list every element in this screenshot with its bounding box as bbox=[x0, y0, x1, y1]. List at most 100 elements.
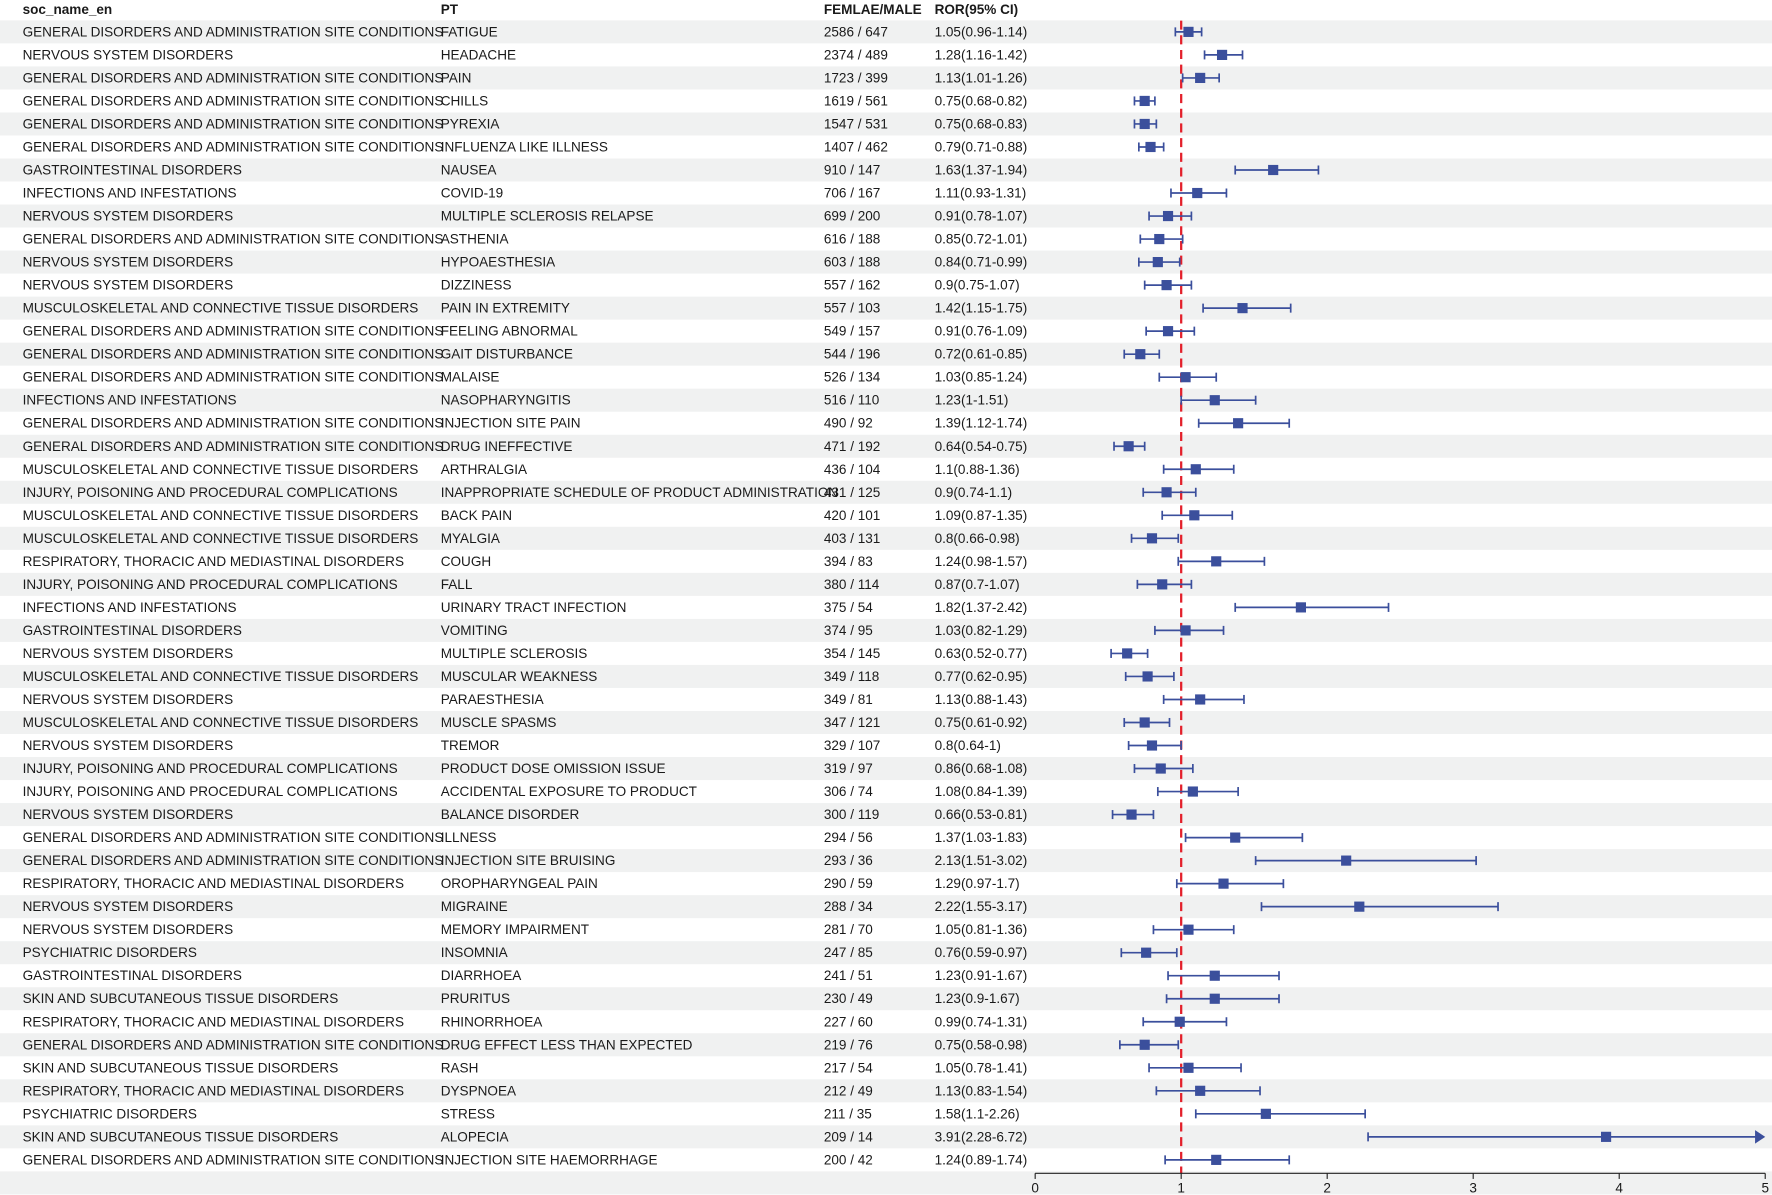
counts-cell: 1619 / 561 bbox=[824, 93, 888, 108]
counts-cell: 471 / 192 bbox=[824, 439, 881, 454]
ror-cell: 1.42(1.15-1.75) bbox=[935, 301, 1028, 316]
table-row: INJURY, POISONING AND PROCEDURAL COMPLIC… bbox=[23, 784, 1028, 799]
forest-mark bbox=[1170, 187, 1228, 199]
pt-cell: MEMORY IMPAIRMENT bbox=[441, 922, 589, 937]
ror-point bbox=[1211, 556, 1222, 567]
ror-point bbox=[1268, 164, 1279, 176]
forest-mark bbox=[1124, 671, 1175, 682]
ror-point bbox=[1174, 1016, 1185, 1027]
forest-mark bbox=[1130, 533, 1180, 544]
soc-cell: MUSCULOSKELETAL AND CONNECTIVE TISSUE DI… bbox=[23, 715, 419, 730]
table-row: GENERAL DISORDERS AND ADMINISTRATION SIT… bbox=[23, 324, 1028, 339]
forest-mark bbox=[1167, 970, 1280, 981]
ror-cell: 0.8(0.64-1) bbox=[935, 738, 1001, 753]
table-row: RESPIRATORY, THORACIC AND MEDIASTINAL DI… bbox=[23, 876, 1020, 891]
counts-cell: 431 / 125 bbox=[824, 485, 881, 500]
table-row: GASTROINTESTINAL DISORDERS NAUSEA 910 / 14… bbox=[23, 163, 1028, 178]
pt-cell: ACCIDENTAL EXPOSURE TO PRODUCT bbox=[441, 784, 697, 799]
forest-mark bbox=[1197, 418, 1291, 429]
ror-cell: 1.23(1-1.51) bbox=[935, 393, 1009, 408]
table-row: INJURY, POISONING AND PROCEDURAL COMPLIC… bbox=[23, 485, 1013, 500]
ror-point bbox=[1183, 924, 1194, 935]
ror-point bbox=[1155, 763, 1166, 774]
ror-cell: 1.29(0.97-1.7) bbox=[935, 876, 1020, 891]
ror-point bbox=[1139, 95, 1150, 107]
x-tick-label: 2 bbox=[1323, 1180, 1331, 1195]
pt-cell: ARTHRALGIA bbox=[441, 462, 528, 477]
soc-cell: GENERAL DISORDERS AND ADMINISTRATION SIT… bbox=[23, 347, 444, 362]
table-row: GENERAL DISORDERS AND ADMINISTRATION SIT… bbox=[23, 93, 1028, 108]
pt-cell: PYREXIA bbox=[441, 116, 501, 131]
ror-cell: 2.22(1.55-3.17) bbox=[935, 899, 1028, 914]
soc-cell: INJURY, POISONING AND PROCEDURAL COMPLIC… bbox=[23, 784, 398, 799]
pt-cell: COUGH bbox=[441, 554, 491, 569]
soc-cell: GASTROINTESTINAL DISORDERS bbox=[23, 623, 242, 638]
pt-cell: NAUSEA bbox=[441, 163, 498, 178]
forest-mark bbox=[1156, 786, 1239, 797]
table-row: INJURY, POISONING AND PROCEDURAL COMPLIC… bbox=[23, 761, 1028, 776]
counts-cell: 306 / 74 bbox=[824, 784, 873, 799]
forest-mark bbox=[1148, 210, 1193, 222]
counts-cell: 380 / 114 bbox=[824, 577, 880, 592]
counts-cell: 403 / 131 bbox=[824, 531, 881, 546]
pt-cell: TREMOR bbox=[441, 738, 500, 753]
forest-mark bbox=[1234, 602, 1390, 613]
soc-cell: GENERAL DISORDERS AND ADMINISTRATION SIT… bbox=[23, 1152, 444, 1167]
ror-cell: 0.77(0.62-0.95) bbox=[935, 669, 1028, 684]
table-row: PSYCHIATRIC DISORDERS INSOMNIA 247 / 85 0.7… bbox=[23, 945, 1028, 960]
table-row: GENERAL DISORDERS AND ADMINISTRATION SIT… bbox=[23, 1152, 1028, 1167]
soc-cell: NERVOUS SYSTEM DISORDERS bbox=[23, 899, 234, 914]
pt-cell: DYSPNOEA bbox=[441, 1083, 517, 1098]
ror-cell: 1.13(0.88-1.43) bbox=[935, 692, 1028, 707]
ror-point bbox=[1139, 1039, 1150, 1050]
pt-cell: INSOMNIA bbox=[441, 945, 509, 960]
soc-cell: INFECTIONS AND INFESTATIONS bbox=[23, 393, 237, 408]
ror-point bbox=[1154, 233, 1165, 245]
soc-cell: GENERAL DISORDERS AND ADMINISTRATION SIT… bbox=[23, 140, 444, 155]
pt-cell: OROPHARYNGEAL PAIN bbox=[441, 876, 598, 891]
x-axis: 0 1 2 3 4 5 bbox=[1031, 1172, 1769, 1195]
pt-cell: DIZZINESS bbox=[441, 278, 512, 293]
table-row: SKIN AND SUBCUTANEOUS TISSUE DISORDERS PR… bbox=[23, 991, 1020, 1006]
ror-cell: 0.72(0.61-0.85) bbox=[935, 347, 1028, 362]
soc-cell: NERVOUS SYSTEM DISORDERS bbox=[23, 278, 234, 293]
counts-cell: 354 / 145 bbox=[824, 646, 881, 661]
pt-cell: INFLUENZA LIKE ILLNESS bbox=[441, 140, 608, 155]
counts-cell: 490 / 92 bbox=[824, 416, 873, 431]
forest-mark bbox=[1127, 740, 1183, 751]
table-row: GENERAL DISORDERS AND ADMINISTRATION SIT… bbox=[23, 116, 1028, 131]
counts-cell: 699 / 200 bbox=[824, 209, 881, 224]
table-row: MUSCULOSKELETAL AND CONNECTIVE TISSUE DI… bbox=[23, 531, 1020, 546]
counts-cell: 526 / 134 bbox=[824, 370, 881, 385]
row-band bbox=[0, 618, 1772, 642]
forest-mark bbox=[1158, 372, 1218, 383]
pt-cell: VOMITING bbox=[441, 623, 508, 638]
pt-cell: NASOPHARYNGITIS bbox=[441, 393, 571, 408]
pt-cell: ASTHENIA bbox=[441, 232, 510, 247]
counts-cell: 230 / 49 bbox=[824, 991, 873, 1006]
counts-cell: 1723 / 399 bbox=[824, 70, 888, 85]
soc-cell: GENERAL DISORDERS AND ADMINISTRATION SIT… bbox=[23, 232, 444, 247]
ror-point bbox=[1341, 855, 1352, 866]
ror-cell: 0.84(0.71-0.99) bbox=[935, 255, 1028, 270]
row-bands bbox=[0, 20, 1772, 1195]
pt-cell: HYPOAESTHESIA bbox=[441, 255, 556, 270]
ror-cell: 1.24(0.89-1.74) bbox=[935, 1152, 1028, 1167]
forest-mark bbox=[1161, 510, 1234, 521]
forest-mark bbox=[1113, 441, 1146, 452]
ror-point bbox=[1209, 395, 1220, 406]
soc-cell: SKIN AND SUBCUTANEOUS TISSUE DISORDERS bbox=[23, 1129, 339, 1144]
ror-cell: 1.05(0.81-1.36) bbox=[935, 922, 1028, 937]
ror-cell: 1.37(1.03-1.83) bbox=[935, 830, 1028, 845]
counts-cell: 241 / 51 bbox=[824, 968, 873, 983]
row-band bbox=[0, 572, 1772, 596]
ror-point bbox=[1216, 49, 1228, 60]
soc-cell: GENERAL DISORDERS AND ADMINISTRATION SIT… bbox=[23, 370, 444, 385]
table-row: MUSCULOSKELETAL AND CONNECTIVE TISSUE DI… bbox=[23, 715, 1028, 730]
ror-point bbox=[1157, 579, 1168, 590]
counts-cell: 209 / 14 bbox=[824, 1129, 873, 1144]
ror-cell: 1.24(0.98-1.57) bbox=[935, 554, 1028, 569]
table-row: GENERAL DISORDERS AND ADMINISTRATION SIT… bbox=[23, 439, 1028, 454]
ror-cell: 0.66(0.53-0.81) bbox=[935, 807, 1028, 822]
pt-cell: RHINORRHOEA bbox=[441, 1014, 544, 1029]
